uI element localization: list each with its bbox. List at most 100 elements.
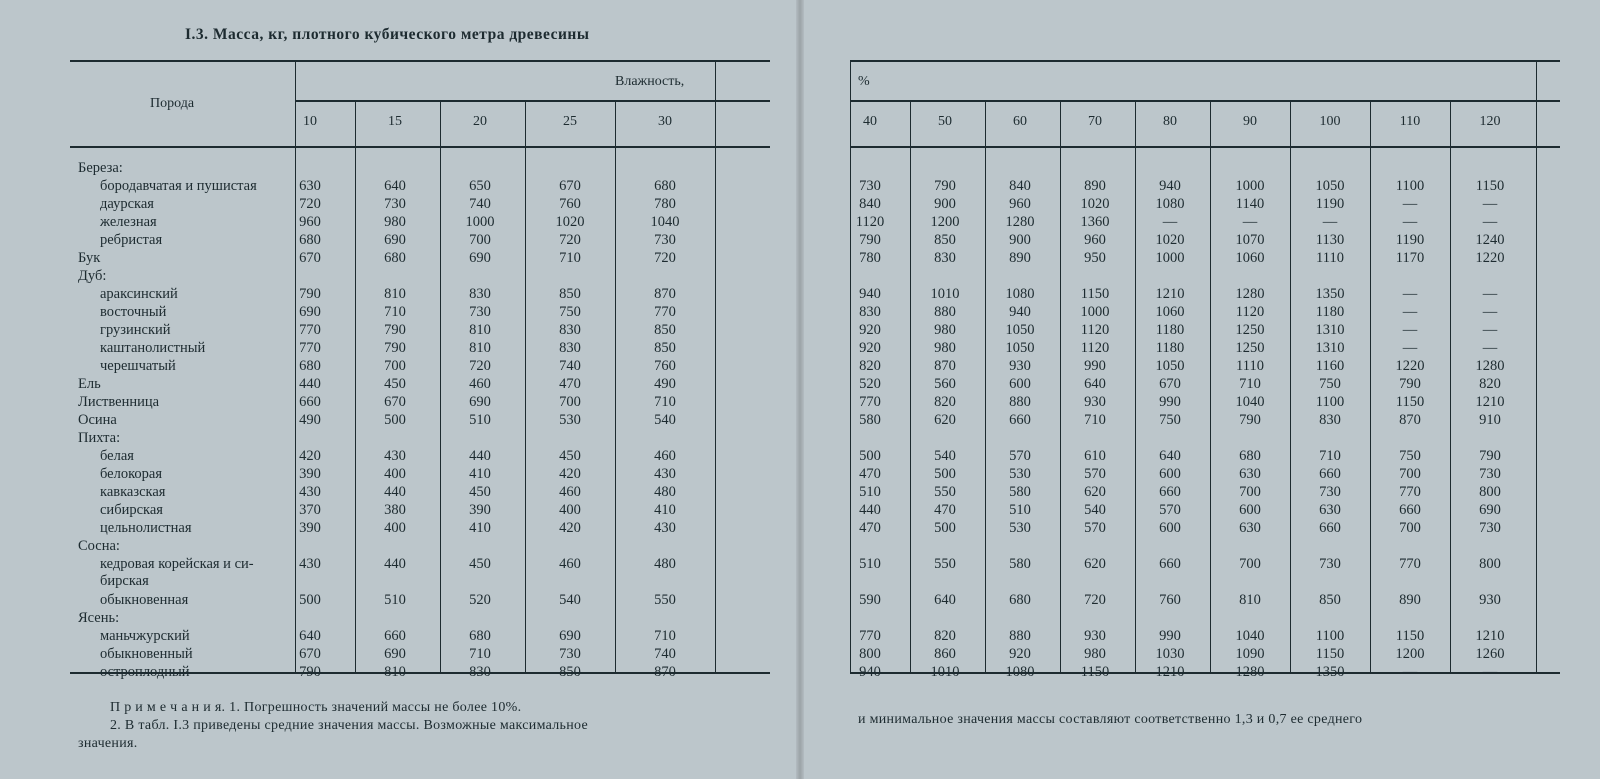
table-cell: 730 <box>360 196 430 213</box>
col-header: 15 <box>370 114 420 130</box>
table-cell: 1150 <box>1060 286 1130 303</box>
table-cell: 410 <box>630 502 700 519</box>
table-cell: 730 <box>1455 466 1525 483</box>
table-cell: 740 <box>630 646 700 663</box>
species-row: Лиственница <box>78 394 293 411</box>
table-cell: 430 <box>360 448 430 465</box>
table-cell: 870 <box>630 286 700 303</box>
table-cell: 1070 <box>1215 232 1285 249</box>
table-cell: 630 <box>1215 466 1285 483</box>
table-cell: 710 <box>445 646 515 663</box>
table-cell: 1030 <box>1135 646 1205 663</box>
rule <box>70 146 770 148</box>
table-cell: 550 <box>910 484 980 501</box>
table-cell: 1280 <box>1215 664 1285 681</box>
table-cell: 540 <box>535 592 605 609</box>
table-cell: 1110 <box>1295 250 1365 267</box>
table-cell: 1140 <box>1215 196 1285 213</box>
table-cell: 1310 <box>1295 340 1365 357</box>
table-cell: 720 <box>630 250 700 267</box>
table-cell: 660 <box>1295 520 1365 537</box>
table-cell: 430 <box>275 484 345 501</box>
table-cell: 1040 <box>1215 628 1285 645</box>
table-cell: 1150 <box>1455 178 1525 195</box>
table-cell: 740 <box>445 196 515 213</box>
table-cell: 930 <box>1060 628 1130 645</box>
table-cell: 810 <box>360 286 430 303</box>
table-cell: 730 <box>535 646 605 663</box>
table-cell: 630 <box>1215 520 1285 537</box>
species-row: Ясень: <box>78 610 293 627</box>
table-cell: 1180 <box>1135 322 1205 339</box>
table-cell: 760 <box>630 358 700 375</box>
table-cell: 580 <box>835 412 905 429</box>
table-cell: 620 <box>1060 556 1130 573</box>
table-cell: 790 <box>1215 412 1285 429</box>
table-cell: — <box>1375 340 1445 357</box>
table-cell: 680 <box>985 592 1055 609</box>
table-cell: 920 <box>985 646 1055 663</box>
table-cell: 530 <box>535 412 605 429</box>
table-cell: 390 <box>275 520 345 537</box>
table-cell: 790 <box>275 664 345 681</box>
table-cell: 1250 <box>1215 322 1285 339</box>
table-cell: 450 <box>445 484 515 501</box>
table-cell: 720 <box>1060 592 1130 609</box>
table-cell: 510 <box>835 484 905 501</box>
table-cell: 600 <box>1215 502 1285 519</box>
table-cell: 580 <box>985 484 1055 501</box>
header-percent: % <box>858 74 870 90</box>
table-cell: 500 <box>910 520 980 537</box>
table-cell: 1210 <box>1455 394 1525 411</box>
table-cell: 520 <box>445 592 515 609</box>
table-cell: 790 <box>910 178 980 195</box>
table-cell: 810 <box>445 322 515 339</box>
species-subrow: грузинский <box>78 322 293 339</box>
table-cell: 600 <box>985 376 1055 393</box>
table-cell: 850 <box>535 286 605 303</box>
species-row: Ель <box>78 376 293 393</box>
table-cell: 1010 <box>910 286 980 303</box>
table-cell: 440 <box>360 484 430 501</box>
table-cell: — <box>1455 664 1525 681</box>
species-subrow: каштанолистный <box>78 340 293 357</box>
table-cell: 730 <box>1295 484 1365 501</box>
species-subrow: восточный <box>78 304 293 321</box>
table-cell: 690 <box>360 232 430 249</box>
table-cell: 1120 <box>1060 322 1130 339</box>
table-cell: 680 <box>1215 448 1285 465</box>
table-cell: 690 <box>360 646 430 663</box>
table-cell: 700 <box>445 232 515 249</box>
table-cell: 880 <box>985 394 1055 411</box>
table-cell: 700 <box>535 394 605 411</box>
species-subrow: белокорая <box>78 466 293 483</box>
table-cell: 1280 <box>1455 358 1525 375</box>
table-cell: 790 <box>835 232 905 249</box>
table-cell: 390 <box>275 466 345 483</box>
table-cell: 790 <box>1455 448 1525 465</box>
table-cell: 1200 <box>1375 646 1445 663</box>
table-cell: 1150 <box>1375 628 1445 645</box>
table-cell: 700 <box>1215 556 1285 573</box>
table-cell: 1350 <box>1295 286 1365 303</box>
table-cell: 760 <box>1135 592 1205 609</box>
table-cell: 1180 <box>1295 304 1365 321</box>
table-cell: 430 <box>275 556 345 573</box>
table-cell: 760 <box>535 196 605 213</box>
table-cell: 700 <box>1375 520 1445 537</box>
table-cell: 1110 <box>1215 358 1285 375</box>
table-cell: 540 <box>630 412 700 429</box>
table-cell: 1180 <box>1135 340 1205 357</box>
table-cell: 450 <box>535 448 605 465</box>
table-cell: 1280 <box>1215 286 1285 303</box>
table-cell: 1020 <box>1135 232 1205 249</box>
table-cell: 780 <box>630 196 700 213</box>
table-cell: 570 <box>1060 466 1130 483</box>
table-cell: 950 <box>1060 250 1130 267</box>
table-cell: 1120 <box>1060 340 1130 357</box>
table-cell: 840 <box>835 196 905 213</box>
table-cell: 690 <box>445 250 515 267</box>
table-cell: — <box>1135 214 1205 231</box>
table-cell: 440 <box>360 556 430 573</box>
table-cell: 710 <box>1295 448 1365 465</box>
